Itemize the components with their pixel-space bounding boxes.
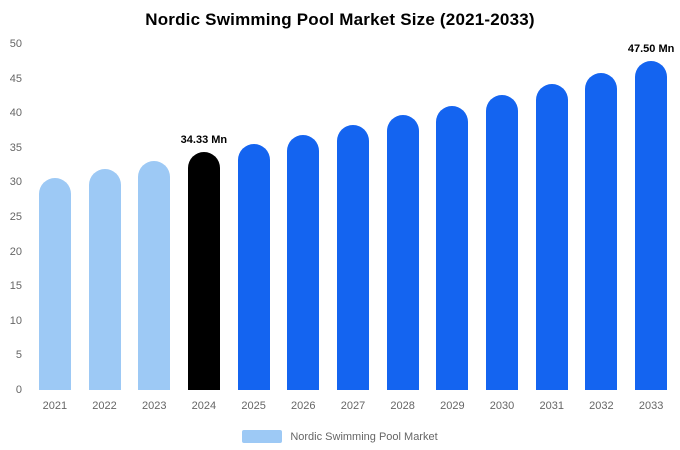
y-tick-label: 5: [15, 349, 22, 362]
bar-2028: [386, 115, 419, 390]
x-axis-label-2025: 2025: [241, 400, 266, 412]
bar-slot-2028: 2028: [378, 44, 428, 412]
bar-slot-2027: 2027: [328, 44, 378, 412]
x-axis-label-2023: 2023: [141, 400, 167, 412]
legend-swatch: [242, 430, 283, 443]
bar-slot-2022: 2022: [80, 44, 130, 412]
x-axis-label-2032: 2032: [589, 400, 614, 412]
bar-slot-2021: 2021: [30, 44, 80, 412]
bar-2021: [38, 177, 71, 390]
y-tick-label: 25: [9, 211, 22, 223]
y-tick-label: 30: [9, 176, 22, 189]
bar-2022: [88, 169, 121, 390]
x-axis-label-2022: 2022: [92, 400, 117, 412]
x-axis-label-2031: 2031: [539, 400, 564, 412]
x-axis-label-2027: 2027: [340, 400, 366, 412]
bar-2030: [486, 95, 519, 390]
bar-2027: [336, 124, 369, 390]
bar-2023: [138, 160, 171, 390]
y-tick-label: 40: [9, 107, 22, 120]
bar-slot-2023: 2023: [129, 44, 179, 412]
bar-2033: [635, 61, 668, 390]
bar-slot-2029: 2029: [428, 44, 478, 412]
bar-2032: [585, 73, 618, 390]
y-tick-label: 50: [9, 38, 22, 50]
bar-2025: [237, 143, 270, 390]
y-axis: 0 5 10 15 20 25 30 35 40 45 50: [0, 38, 26, 396]
x-axis-label-2029: 2029: [440, 400, 465, 412]
y-tick-label: 0: [15, 384, 22, 396]
bar-2026: [287, 134, 320, 390]
bar-slot-2032: 2032: [577, 44, 627, 412]
y-tick-label: 35: [9, 141, 22, 154]
y-tick-label: 45: [9, 72, 22, 85]
bar-2029: [436, 105, 469, 390]
bar-slot-2024: 2024 34.33 Mn: [179, 44, 229, 412]
chart-title: Nordic Swimming Pool Market Size (2021-2…: [145, 10, 535, 29]
bar-slot-2033: 2033 47.50 Mn: [626, 43, 676, 412]
bar-2024: [187, 152, 220, 390]
bar-slot-2030: 2030: [477, 44, 527, 412]
x-axis-label-2028: 2028: [390, 400, 415, 412]
bar-slot-2025: 2025: [229, 44, 279, 412]
plot-area: 2021 2022 2023 2024 34.33 Mn 2025 2026 2027 2028…: [30, 43, 676, 412]
legend: Nordic Swimming Pool Market: [0, 430, 680, 443]
bar-slot-2026: 2026: [278, 44, 328, 412]
x-axis-label-2026: 2026: [291, 400, 316, 412]
x-axis-label-2033: 2033: [638, 400, 664, 412]
x-axis-label-2024: 2024: [191, 400, 217, 412]
bar-value-label-2033: 47.50 Mn: [627, 43, 675, 56]
y-tick-label: 10: [9, 314, 22, 327]
legend-label: Nordic Swimming Pool Market: [290, 430, 438, 443]
x-axis-label-2021: 2021: [42, 400, 68, 412]
bar-slot-2031: 2031: [527, 44, 577, 412]
x-axis-label-2030: 2030: [489, 400, 515, 412]
bar-value-label-2024: 34.33 Mn: [180, 134, 228, 147]
bar-2031: [535, 84, 568, 390]
y-tick-label: 15: [9, 280, 22, 293]
y-tick-label: 20: [9, 245, 22, 258]
